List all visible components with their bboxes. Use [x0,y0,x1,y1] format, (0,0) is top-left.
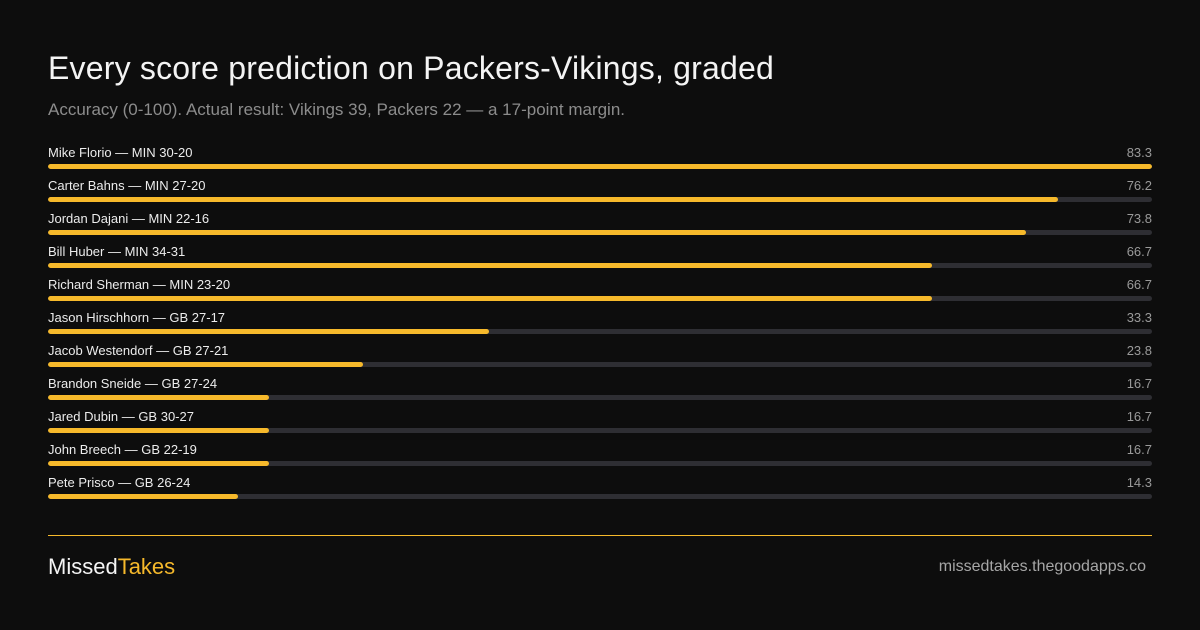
bar-row: Jacob Westendorf — GB 27-21 23.8 [48,341,1152,374]
bar-row: John Breech — GB 22-19 16.7 [48,440,1152,473]
bar [48,197,1058,202]
bar-row: Mike Florio — MIN 30-20 83.3 [48,143,1152,176]
bar-label: Pete Prisco — GB 26-24 [48,475,191,490]
bar-track [48,428,1152,433]
chart-subtitle: Accuracy (0-100). Actual result: Vikings… [48,100,626,119]
bar-value-label: 23.8 [1126,343,1152,358]
bar-value-label: 66.7 [1126,277,1152,292]
bar-track [48,362,1152,367]
bar-value-label: 73.8 [1126,211,1152,226]
brand-logo: MissedTakes [48,554,175,580]
footer-divider [48,535,1152,536]
bar-value-label: 66.7 [1126,244,1152,259]
bar-track [48,329,1152,334]
bar [48,230,1027,235]
bar-row: Pete Prisco — GB 26-24 14.3 [48,473,1152,506]
bar-label: John Breech — GB 22-19 [48,442,197,457]
bar-track [48,197,1152,202]
bar [48,461,270,466]
bar [48,395,270,400]
bar-track [48,230,1152,235]
bar-value-label: 16.7 [1126,409,1152,424]
brand-word-takes: Takes [117,554,176,579]
bar [48,296,932,301]
bar-row: Richard Sherman — MIN 23-20 66.7 [48,275,1152,308]
bar-track [48,296,1152,301]
bar-row: Jared Dubin — GB 30-27 16.7 [48,407,1152,440]
bar-track [48,164,1152,169]
bar-row: Jason Hirschhorn — GB 27-17 33.3 [48,308,1152,341]
bar-label: Brandon Sneide — GB 27-24 [48,376,218,391]
bar-label: Jacob Westendorf — GB 27-21 [48,343,229,358]
bar-row: Carter Bahns — MIN 27-20 76.2 [48,176,1152,209]
bar-label: Jordan Dajani — MIN 22-16 [48,211,210,226]
bar-track [48,395,1152,400]
bar [48,494,238,499]
brand-word-missed: Missed [48,554,118,579]
bar-value-label: 14.3 [1126,475,1152,490]
bar-track [48,263,1152,268]
bar-value-label: 76.2 [1126,178,1152,193]
bar-label: Jared Dubin — GB 30-27 [48,409,194,424]
bar-list: Mike Florio — MIN 30-20 83.3 Carter Bahns … [48,143,1152,506]
bar-row: Brandon Sneide — GB 27-24 16.7 [48,374,1152,407]
bar [48,362,364,367]
bar-row: Jordan Dajani — MIN 22-16 73.8 [48,209,1152,242]
chart-title: Every score prediction on Packers-Viking… [48,50,775,86]
bar-label: Jason Hirschhorn — GB 27-17 [48,310,226,325]
bar-value-label: 83.3 [1126,145,1152,160]
bar-label: Mike Florio — MIN 30-20 [48,145,193,160]
site-url: missedtakes.thegoodapps.co [938,558,1146,575]
bar-value-label: 16.7 [1126,376,1152,391]
bar [48,428,270,433]
bar-track [48,461,1152,466]
bar [48,164,1152,169]
bar-value-label: 33.3 [1126,310,1152,325]
bar-value-label: 16.7 [1126,442,1152,457]
bar [48,329,490,334]
bar-label: Bill Huber — MIN 34-31 [48,244,186,259]
bar-label: Carter Bahns — MIN 27-20 [48,178,206,193]
bar-track [48,494,1152,499]
bar-row: Bill Huber — MIN 34-31 66.7 [48,242,1152,275]
bar-label: Richard Sherman — MIN 23-20 [48,277,231,292]
bar [48,263,932,268]
